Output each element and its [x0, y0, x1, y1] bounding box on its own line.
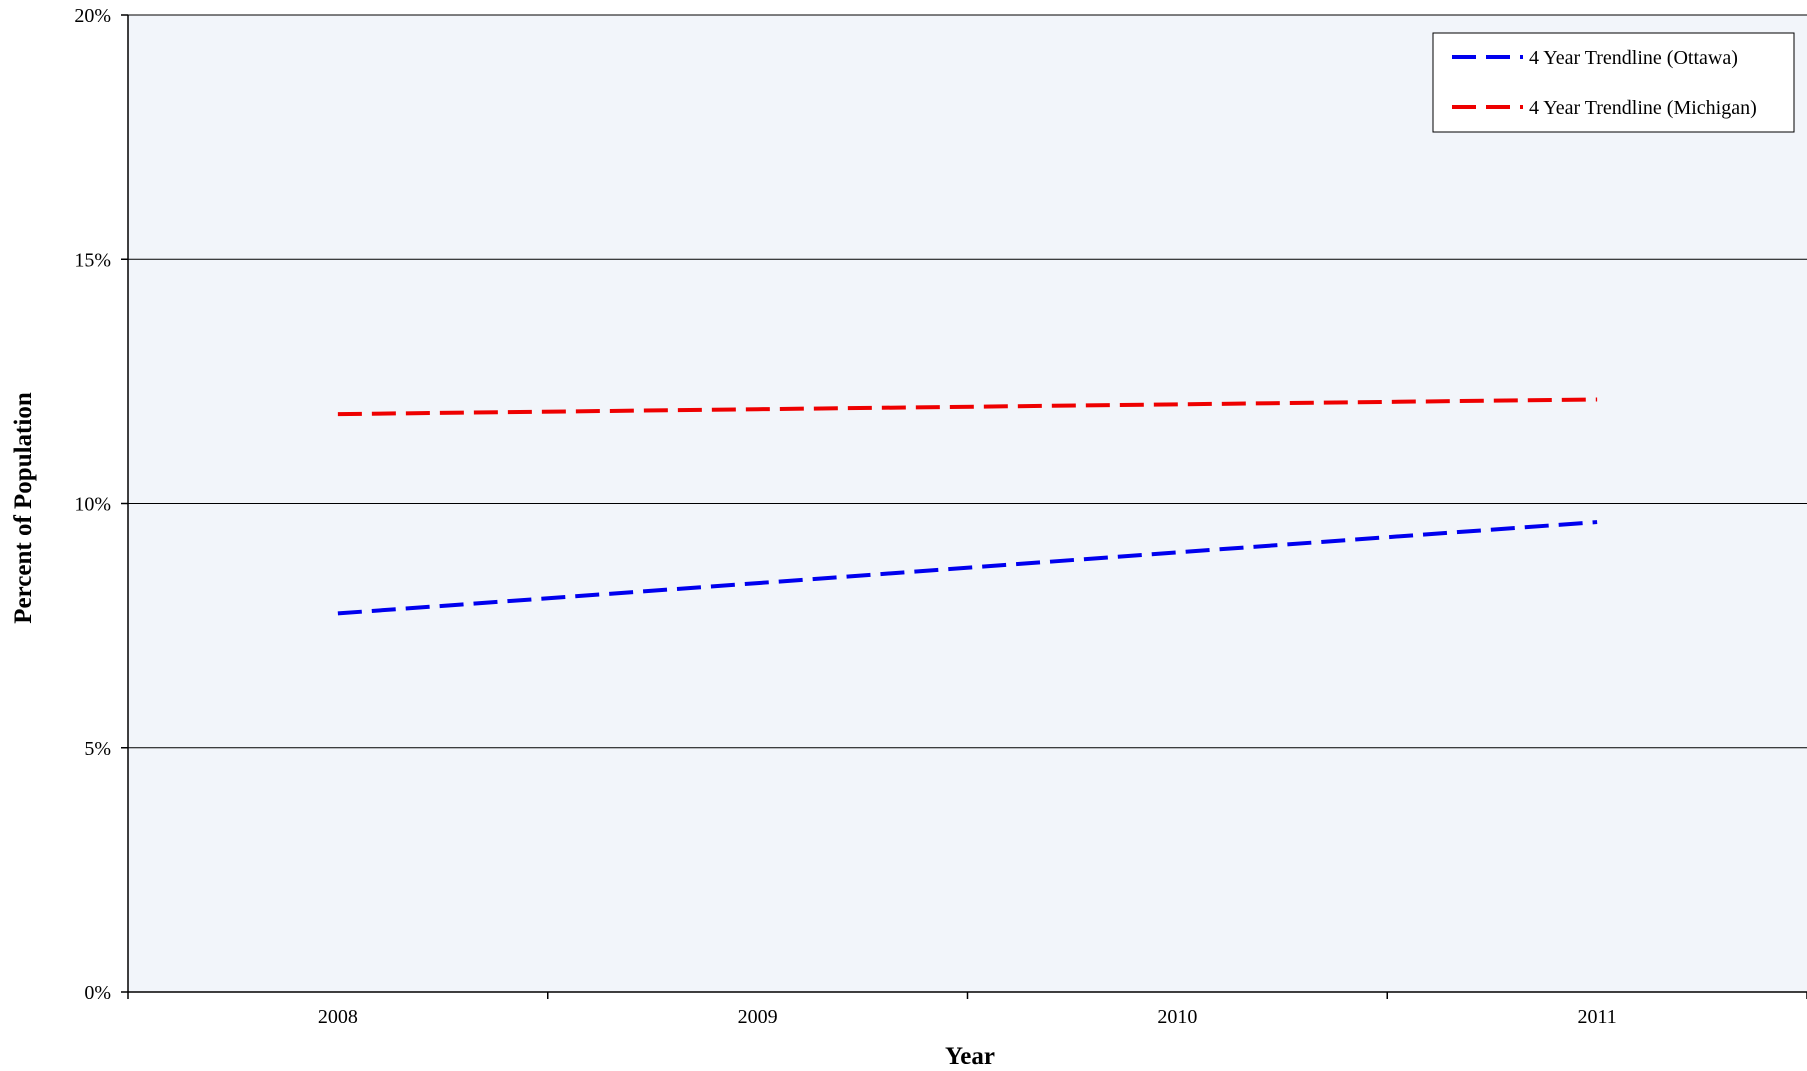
x-tick-label: 2010 — [1157, 1006, 1197, 1028]
legend-label: 4 Year Trendline (Michigan) — [1529, 97, 1757, 119]
x-tick-label: 2011 — [1577, 1006, 1616, 1028]
x-tick-label: 2008 — [318, 1006, 358, 1028]
series-line-1 — [337, 520, 1598, 616]
x-ticks: 2008 2009 2010 2011 — [127, 992, 1807, 1028]
legend: 4 Year Trendline (Ottawa) 4 Year Trendlin… — [1432, 32, 1795, 133]
y-tick-label: 0% — [84, 982, 111, 1004]
y-tick-label: 15% — [74, 249, 111, 271]
gridlines — [128, 14, 1807, 749]
legend-box — [1432, 32, 1795, 133]
y-tick-label: 20% — [74, 5, 111, 27]
x-axis-title: Year — [945, 1043, 995, 1070]
series-line-2 — [337, 397, 1598, 417]
x-tick-label: 2009 — [738, 1006, 778, 1028]
series-layer — [337, 397, 1598, 616]
y-axis-title: Percent of Population — [10, 392, 37, 624]
y-tick-label: 10% — [74, 494, 111, 516]
legend-label: 4 Year Trendline (Ottawa) — [1529, 47, 1738, 69]
y-tick-label: 5% — [84, 738, 111, 760]
y-ticks: 0% 5% 10% 15% 20% — [74, 5, 128, 1004]
